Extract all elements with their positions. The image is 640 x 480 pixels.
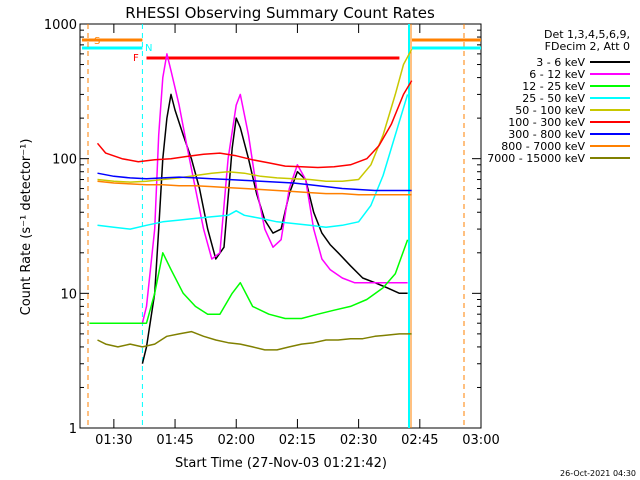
x-tick-label: 02:45 [401,433,438,448]
plot-date-stamp: 26-Oct-2021 04:30 [560,469,636,478]
legend-header-line: Det 1,3,4,5,6,9, [544,28,630,41]
legend-entry-label: 12 - 25 keV [522,80,585,93]
y-tick-label: 100 [52,153,77,168]
flare-flag-label: F [133,53,139,64]
legend-entry-label: 800 - 7000 keV [501,140,585,153]
plot-frame [79,23,482,429]
series-line-8 [97,330,412,351]
x-tick-label: 02:15 [279,433,316,448]
legend-entry-label: 7000 - 15000 keV [487,152,585,165]
y-axis-label: Count Rate (s⁻¹ detector⁻¹) [19,139,34,316]
x-tick-label: 02:00 [218,433,255,448]
x-tick-label: 01:45 [156,433,193,448]
series-line-2 [89,239,409,324]
series-line-3 [97,94,409,230]
series-line-0 [141,93,408,364]
x-tick-label: 03:00 [462,433,499,448]
night-flag-label: N [145,43,152,54]
legend-entry-label: 25 - 50 keV [522,92,585,105]
y-tick-label: 1 [69,422,77,437]
legend-header-line: FDecim 2, Att 0 [545,40,630,53]
series-line-1 [141,53,408,324]
legend-entry-label: 300 - 800 keV [508,128,585,141]
x-tick-label: 01:30 [95,433,132,448]
series-line-6 [97,172,412,192]
legend-entry-label: 3 - 6 keV [536,56,585,69]
y-tick-label: 1000 [44,18,77,33]
x-tick-label: 02:30 [340,433,377,448]
series-line-4 [97,48,413,183]
x-axis-label: Start Time (27-Nov-03 01:21:42) [175,456,387,471]
legend-entry-label: 6 - 12 keV [529,68,585,81]
series-line-5 [96,80,413,169]
legend-entry-label: 50 - 100 keV [515,104,585,117]
series-line-7 [97,180,412,196]
saa-flag-label: S [94,36,100,47]
legend-entry-label: 100 - 300 keV [508,116,585,129]
y-tick-label: 10 [60,287,77,302]
chart-title: RHESSI Observing Summary Count Rates [125,4,435,22]
